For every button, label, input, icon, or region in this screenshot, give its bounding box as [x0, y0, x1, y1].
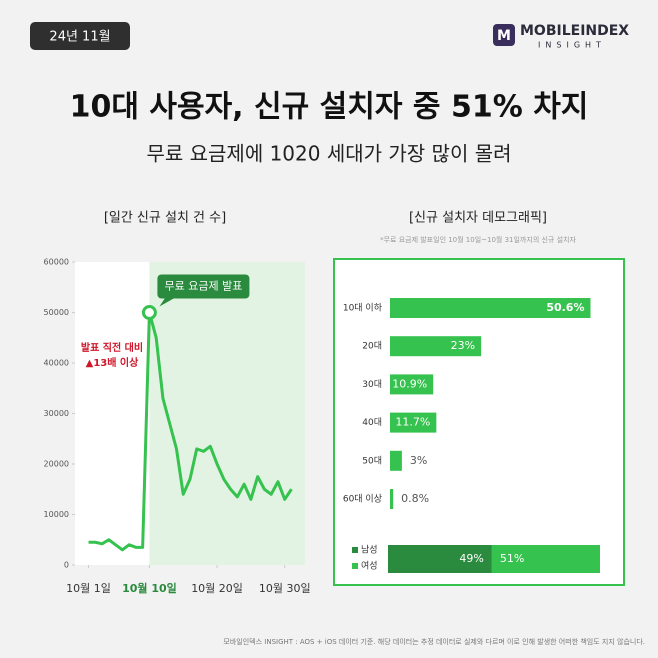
bar — [390, 374, 434, 395]
legend-swatch — [352, 547, 358, 553]
y-tick-label: 40000 — [44, 359, 69, 368]
category-label: 20대 — [362, 341, 382, 352]
value-label: 23% — [451, 339, 475, 352]
callout-box — [157, 274, 250, 299]
bar — [390, 298, 591, 318]
legend-swatch — [352, 563, 358, 569]
y-tick-label: 10000 — [44, 510, 69, 519]
x-tick-label: 10월 1일 — [66, 581, 111, 595]
logo-sub: INSIGHT — [538, 41, 606, 50]
callout: 무료 요금제 발표 — [164, 280, 242, 293]
annotation: ▲13배 이상 — [86, 356, 139, 369]
y-tick-label: 60000 — [44, 258, 69, 267]
value-label: 49% — [459, 552, 483, 565]
bar — [390, 336, 482, 357]
chart-title: [일간 신규 설치 건 수] — [104, 211, 226, 226]
charts: 0 10000 20000 30000 40000 50000 60000 10월 1일 10월… — [44, 258, 600, 595]
category-label: 60대 이상 — [343, 494, 382, 505]
footer: 모바일인덱스 INSIGHT : AOS + iOS 데이터 기준. 해당 데이… — [223, 637, 645, 646]
logo-icon-letter: M — [497, 28, 511, 44]
highlight-region — [149, 262, 305, 565]
value-label: 11.7% — [395, 416, 430, 429]
peak-marker — [141, 305, 157, 320]
bar — [390, 489, 394, 509]
category-label: 30대 — [362, 379, 382, 390]
logo: MOBILEINDEX — [520, 23, 629, 39]
value-label: 0.8% — [401, 492, 429, 505]
callout-pointer — [159, 297, 176, 307]
bar — [390, 412, 437, 433]
value-label: 50.6% — [546, 301, 584, 314]
stacked-bar — [388, 545, 492, 573]
line-series — [88, 311, 293, 552]
stacked-bar — [491, 545, 600, 573]
value-label: 10.9% — [392, 377, 427, 390]
category-label: 10대 이하 — [343, 303, 383, 314]
subheadline: 무료 요금제에 1020 세대가 가장 많이 몰려 — [146, 142, 511, 166]
x-tick-label: 10월 20일 — [191, 581, 243, 595]
y-tick-label: 20000 — [44, 460, 69, 469]
chart-title: [신규 설치자 데모그래픽] — [409, 211, 547, 226]
y-tick-label: 0 — [64, 561, 69, 570]
annotation: 발표 직전 대비 — [81, 341, 143, 354]
y-tick-label: 30000 — [44, 409, 69, 418]
badge: 24년 11월 — [49, 30, 110, 45]
logo-icon — [493, 24, 515, 46]
x-tick-label: 10월 10일 — [122, 581, 177, 595]
headline: 10대 사용자, 신규 설치자 중 51% 차지 — [70, 90, 589, 125]
legend-label: 여성 — [361, 560, 378, 572]
value-label: 3% — [410, 454, 427, 467]
bar — [390, 450, 402, 471]
chart-note: *무료 요금제 발표일인 10월 10일~10월 31일까지의 신규 설치자 — [380, 235, 576, 244]
category-label: 40대 — [362, 417, 382, 428]
category-label: 50대 — [362, 455, 382, 466]
badge-box — [30, 22, 130, 50]
legend-label: 남성 — [361, 545, 378, 556]
value-label: 51% — [500, 552, 524, 565]
y-tick-label: 50000 — [44, 308, 69, 317]
x-tick-label: 10월 30일 — [259, 581, 311, 595]
